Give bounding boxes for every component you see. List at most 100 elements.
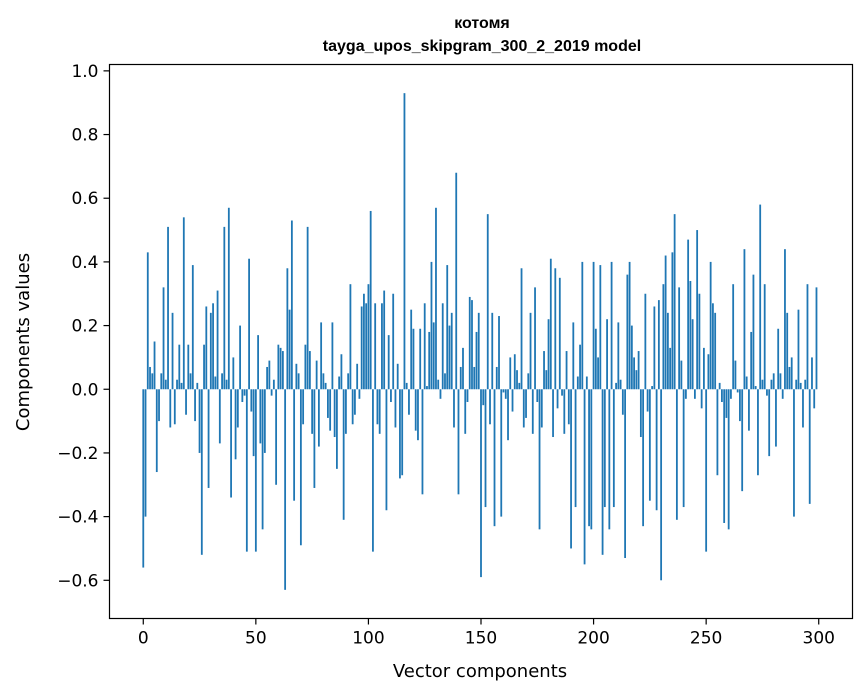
bar-191 (572, 322, 575, 390)
bar-292 (799, 382, 802, 390)
bar-143 (464, 389, 467, 434)
bar-181 (549, 258, 552, 390)
bar-21 (189, 373, 192, 390)
bar-134 (444, 373, 446, 390)
bar-101 (369, 210, 372, 390)
bar-287 (788, 366, 791, 390)
bar-137 (450, 312, 453, 390)
bar-279 (770, 379, 773, 390)
bar-261 (730, 389, 732, 399)
bar-220 (637, 351, 640, 390)
bar-249 (703, 347, 705, 390)
bar-215 (626, 274, 629, 390)
bar-246 (696, 230, 699, 390)
y-tick-label-1: −0.4 (57, 508, 98, 528)
bar-154 (489, 389, 491, 425)
bar-29 (207, 389, 210, 488)
x-tick-label-100: 100 (352, 629, 384, 649)
bar-240 (682, 389, 685, 508)
bar-159 (500, 389, 503, 517)
bar-285 (784, 249, 786, 390)
bar-123 (419, 328, 422, 390)
y-tick-label-8: 1.0 (71, 62, 98, 82)
x-axis: 0 50 100 150 200 250 300 (138, 618, 835, 649)
bar-140 (457, 389, 460, 495)
bar-2 (146, 252, 149, 390)
bar-53 (261, 389, 264, 530)
bar-60 (277, 344, 280, 390)
bar-187 (563, 389, 566, 434)
bar-152 (484, 389, 487, 508)
bar-12 (169, 389, 172, 428)
bar-239 (680, 360, 683, 390)
bar-69 (297, 373, 300, 390)
bar-127 (428, 331, 431, 390)
bar-92 (349, 284, 352, 390)
bar-209 (612, 389, 615, 508)
bar-0 (142, 389, 145, 568)
bar-28 (205, 306, 208, 390)
bar-30 (209, 312, 212, 390)
x-tick-label-150: 150 (465, 629, 497, 649)
bar-35 (221, 373, 223, 390)
bar-47 (248, 258, 250, 390)
bar-248 (700, 389, 703, 409)
bar-147 (473, 366, 476, 390)
bar-20 (187, 344, 190, 390)
bar-51 (257, 335, 259, 390)
bar-170 (525, 389, 527, 418)
bar-264 (736, 389, 739, 393)
bar-254 (714, 312, 717, 390)
bar-202 (597, 357, 599, 390)
bar-83 (329, 389, 332, 431)
bar-49 (252, 389, 255, 457)
bar-211 (617, 322, 620, 390)
bar-235 (671, 252, 674, 390)
bar-138 (453, 389, 455, 428)
bar-105 (378, 389, 381, 434)
bar-225 (648, 389, 651, 501)
bar-258 (723, 389, 726, 523)
bar-57 (270, 389, 273, 396)
bar-109 (387, 335, 390, 390)
bar-5 (153, 341, 156, 390)
bar-16 (178, 344, 181, 390)
bar-3 (149, 366, 151, 390)
bar-32 (214, 376, 217, 390)
bar-223 (644, 293, 647, 390)
bar-265 (739, 389, 741, 422)
bar-17 (180, 382, 183, 390)
bar-8 (160, 373, 163, 390)
bar-126 (426, 386, 428, 390)
bar-68 (295, 363, 298, 390)
bar-71 (302, 389, 305, 425)
bar-238 (678, 287, 681, 390)
bar-205 (603, 389, 606, 508)
bar-156 (493, 389, 496, 527)
bar-130 (435, 207, 437, 390)
bar-200 (592, 261, 595, 390)
bar-173 (531, 389, 534, 434)
bar-236 (673, 214, 676, 390)
bar-95 (356, 363, 359, 390)
bar-227 (653, 306, 656, 390)
bar-166 (516, 370, 518, 390)
bar-244 (691, 319, 694, 390)
x-tick-label-200: 200 (577, 629, 609, 649)
bar-37 (225, 379, 228, 390)
bar-267 (743, 249, 746, 390)
bar-48 (250, 389, 253, 412)
bar-116 (403, 93, 406, 390)
bar-233 (666, 312, 669, 390)
bar-129 (432, 322, 435, 390)
bar-43 (239, 325, 241, 390)
bar-41 (234, 389, 237, 460)
bar-141 (459, 366, 462, 390)
bar-262 (732, 284, 735, 390)
bar-42 (236, 389, 239, 428)
bar-253 (712, 303, 714, 390)
bar-252 (709, 261, 712, 390)
bar-22 (191, 265, 194, 390)
bar-212 (619, 379, 622, 390)
bar-255 (716, 389, 719, 476)
